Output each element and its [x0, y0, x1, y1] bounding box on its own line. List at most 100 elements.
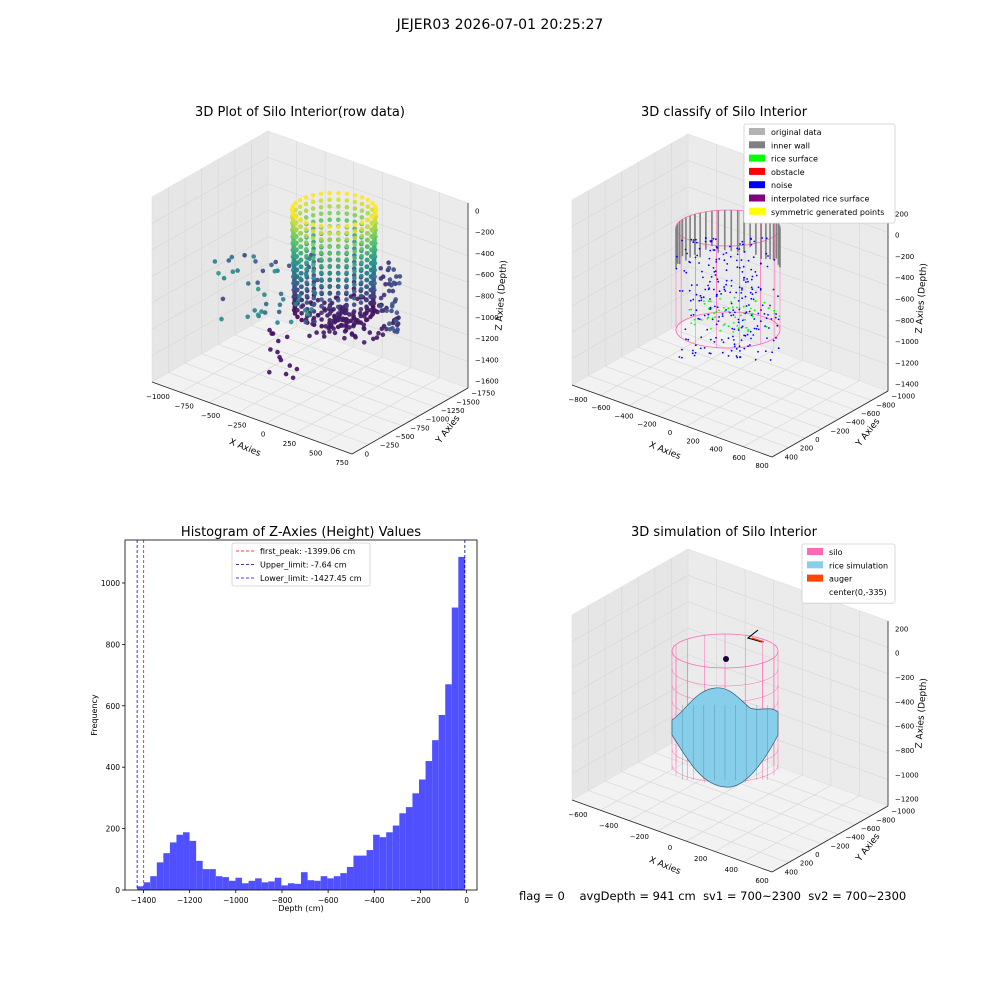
data-point: [283, 371, 289, 377]
data-point: [389, 308, 394, 314]
noise-point: [748, 310, 751, 313]
data-point: [344, 310, 349, 316]
x-tick-label: −200: [630, 833, 649, 841]
noise-point: [689, 299, 692, 302]
noise-point: [709, 306, 712, 309]
noise-point: [733, 328, 736, 331]
noise-point: [726, 263, 729, 265]
noise-point: [775, 337, 777, 339]
data-point: [336, 231, 341, 236]
noise-point: [727, 355, 730, 357]
grid-line: [571, 575, 889, 648]
noise-point: [743, 279, 745, 281]
data-point: [371, 277, 377, 283]
legend-item-label: symmetric generated points: [771, 208, 884, 217]
z-tick-label: −200: [475, 229, 494, 237]
noise-point: [716, 246, 719, 249]
data-point: [374, 335, 380, 340]
data-point: [293, 221, 299, 226]
rice-surface-point: [731, 306, 734, 309]
data-point: [379, 308, 385, 314]
noise-point: [750, 314, 753, 317]
noise-point: [725, 252, 728, 254]
data-point: [259, 309, 264, 314]
histogram-bar: [353, 855, 361, 890]
noise-point: [739, 356, 741, 359]
noise-point: [721, 351, 724, 354]
data-point: [336, 277, 341, 283]
data-point: [294, 287, 300, 293]
data-point: [352, 222, 358, 227]
data-point: [359, 208, 365, 213]
data-point: [255, 312, 261, 318]
rice-surface-point: [724, 310, 726, 312]
data-point: [369, 254, 374, 260]
z-tick-label: 200: [895, 625, 908, 633]
data-point: [293, 241, 299, 246]
noise-point: [695, 309, 698, 312]
histogram-bar: [386, 832, 393, 890]
data-point: [304, 247, 309, 252]
grid-line: [571, 601, 889, 675]
data-point: [294, 366, 300, 372]
data-point: [288, 319, 294, 325]
grid-line: [654, 337, 855, 411]
noise-point: [747, 280, 749, 283]
data-point: [359, 253, 364, 259]
rice-surface-point: [778, 315, 781, 317]
noise-point: [709, 280, 711, 283]
data-point: [364, 304, 369, 310]
noise-point: [754, 358, 757, 361]
x-tick-label: −500: [201, 412, 220, 420]
data-point: [391, 267, 397, 272]
data-point: [386, 265, 392, 271]
noise-point: [715, 238, 717, 241]
noise-point: [752, 256, 755, 259]
data-point: [327, 264, 333, 270]
rice-surface-point: [736, 306, 738, 309]
data-point: [251, 254, 256, 259]
noise-point: [725, 269, 728, 272]
noise-point: [761, 304, 764, 307]
data-point: [327, 271, 333, 276]
data-point: [352, 213, 358, 218]
data-point: [376, 330, 381, 336]
data-point: [262, 310, 268, 315]
noise-point: [700, 336, 703, 339]
data-point: [276, 309, 282, 315]
data-point: [319, 283, 324, 289]
data-point: [371, 291, 376, 296]
data-point: [275, 349, 280, 355]
data-point: [291, 251, 297, 256]
z-tick-label: −400: [895, 698, 914, 706]
noise-point: [766, 265, 769, 268]
legend-item-swatch: [807, 574, 823, 582]
data-point: [242, 253, 247, 258]
x-axis-label: X Axies: [227, 437, 262, 459]
data-point: [336, 210, 341, 216]
rice-surface-point: [690, 308, 693, 311]
noise-point: [730, 349, 733, 352]
histogram-bar: [451, 607, 459, 890]
rice-surface-point: [742, 318, 745, 321]
noise-point: [753, 327, 756, 330]
data-point: [298, 284, 304, 290]
y-tick-label: 1000: [101, 579, 120, 588]
data-point: [352, 242, 358, 247]
noise-point: [732, 339, 735, 341]
noise-point: [749, 330, 752, 333]
data-point: [361, 326, 367, 331]
data-point: [291, 257, 297, 263]
noise-point: [687, 338, 690, 341]
data-point: [263, 301, 269, 307]
x-tick-label: 0: [464, 896, 469, 905]
data-point: [352, 282, 357, 288]
noise-point: [734, 311, 736, 314]
noise-point: [700, 299, 703, 302]
data-point: [369, 241, 375, 246]
rice-surface-point: [742, 312, 745, 314]
data-point: [295, 307, 300, 313]
data-point: [344, 270, 350, 276]
noise-point: [732, 335, 734, 338]
noise-point: [712, 249, 715, 251]
